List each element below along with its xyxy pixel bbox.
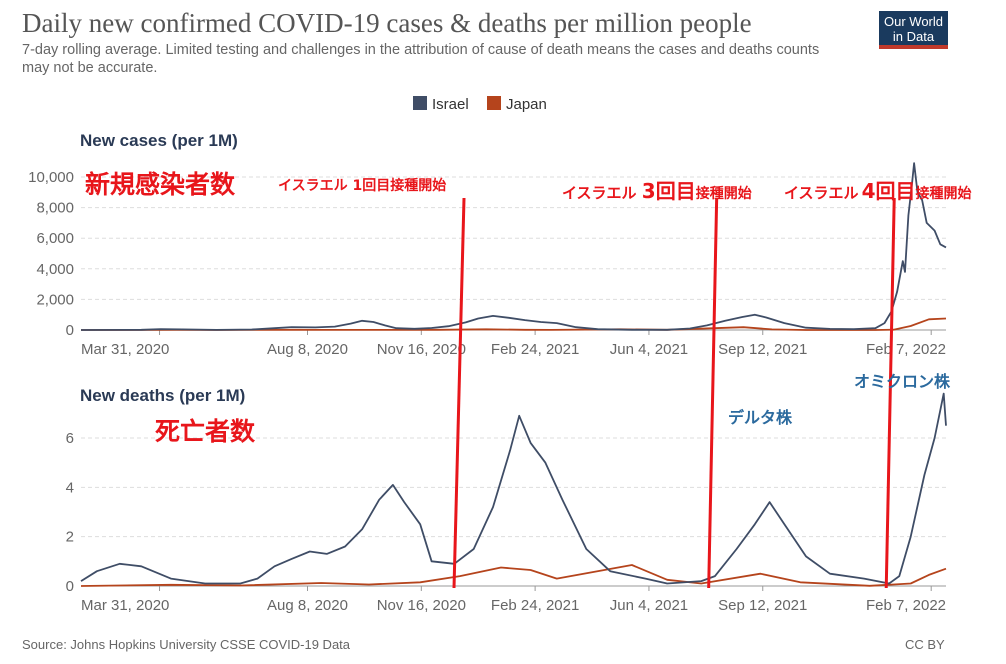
vaccination-marker-lines (452, 197, 896, 589)
y-tick-label: 0 (66, 578, 74, 595)
series-line-israel (80, 162, 947, 331)
x-tick-label: Aug 8, 2020 (267, 341, 348, 358)
y-tick-label: 2,000 (36, 291, 74, 308)
vaccination-marker-dose3 (707, 197, 719, 589)
dose3-prefix: イスラエル (562, 184, 642, 202)
y-tick-label: 4 (66, 479, 74, 496)
dose1-prefix: イスラエル (278, 178, 352, 194)
y-tick-label: 8,000 (36, 200, 74, 217)
x-tick-label: Feb 24, 2021 (491, 597, 579, 614)
cases-label-jp: 新規感染者数 (85, 170, 236, 199)
dose3-suffix: 接種開始 (696, 185, 752, 202)
deaths-panel-title: New deaths (per 1M) (80, 386, 245, 405)
x-tick-label: Aug 8, 2020 (267, 597, 348, 614)
series-line-israel (80, 392, 947, 585)
vaccination-marker-dose4 (884, 197, 896, 589)
x-tick-label: Sep 12, 2021 (718, 341, 807, 358)
source-note[interactable]: Source: Johns Hopkins University CSSE CO… (22, 637, 351, 652)
dose3-number: 3回目 (642, 179, 696, 203)
chart-title: Daily new confirmed COVID-19 cases & dea… (22, 8, 752, 38)
y-tick-label: 6,000 (36, 230, 74, 247)
x-tick-label: Feb 24, 2021 (491, 341, 579, 358)
x-tick-label: Sep 12, 2021 (718, 597, 807, 614)
legend-label-japan[interactable]: Japan (506, 96, 547, 113)
omicron-variant-label: オミクロン株 (854, 372, 951, 391)
dose4-prefix: イスラエル (784, 184, 859, 202)
legend[interactable]: Israel Japan (413, 96, 547, 113)
logo-line-2: in Data (892, 29, 935, 44)
cases-panel-title: New cases (per 1M) (80, 131, 238, 150)
x-tick-label: Nov 16, 2020 (377, 341, 466, 358)
dose3-annotation: イスラエル 3回目接種開始 (562, 179, 752, 203)
dose4-suffix: 接種開始 (915, 185, 971, 202)
dose4-number: 4回目 (862, 179, 916, 203)
x-tick-label: Feb 7, 2022 (866, 597, 946, 614)
cases-panel: 0 2,000 4,000 6,000 8,000 10,000 Mar 31, 2020 A… (28, 162, 947, 358)
x-tick-label: Nov 16, 2020 (377, 597, 466, 614)
dose1-suffix: 回目接種開始 (362, 177, 446, 194)
license-note[interactable]: CC BY (905, 637, 945, 652)
y-tick-label: 0 (66, 322, 74, 339)
dose1-number: 1 (352, 178, 362, 194)
logo-line-1: Our World (884, 14, 943, 29)
legend-label-israel[interactable]: Israel (432, 96, 469, 113)
y-tick-label: 10,000 (28, 169, 74, 186)
deaths-label-jp: 死亡者数 (155, 417, 256, 446)
legend-swatch-israel[interactable] (413, 96, 427, 110)
x-tick-label: Mar 31, 2020 (81, 341, 169, 358)
y-tick-label: 4,000 (36, 261, 74, 278)
delta-variant-label: デルタ株 (728, 408, 793, 427)
x-tick-label: Mar 31, 2020 (81, 597, 169, 614)
deaths-panel: 0 2 4 6 Mar 31, 2020 Aug 8, 2020 Nov 16, 2020 F… (66, 392, 947, 614)
dose1-annotation: イスラエル 1回目接種開始 (278, 177, 446, 194)
legend-swatch-japan[interactable] (487, 96, 501, 110)
y-tick-label: 2 (66, 529, 74, 546)
x-tick-label: Feb 7, 2022 (866, 341, 946, 358)
y-tick-label: 6 (66, 430, 74, 447)
chart-subtitle: 7-day rolling average. Limited testing a… (22, 42, 820, 76)
x-tick-label: Jun 4, 2021 (610, 597, 688, 614)
dose4-annotation: イスラエル 4回目接種開始 (784, 179, 971, 203)
owid-logo[interactable]: Our World in Data (879, 11, 948, 49)
x-tick-label: Jun 4, 2021 (610, 341, 688, 358)
series-line-japan (80, 564, 947, 587)
vaccination-marker-dose1 (452, 197, 466, 589)
